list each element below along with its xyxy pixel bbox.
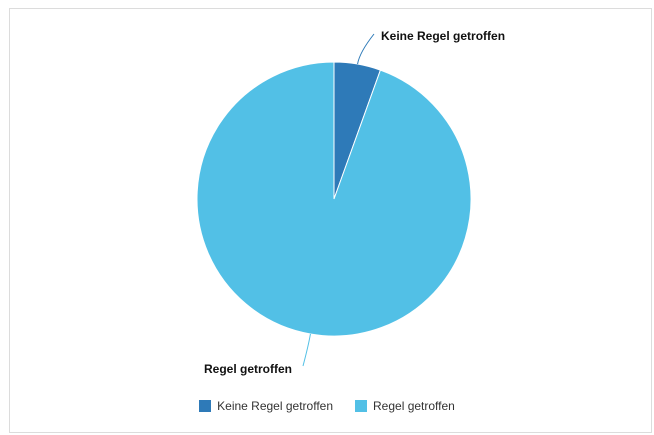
data-label-regel: Regel getroffen <box>204 362 292 376</box>
label-connectors <box>302 33 375 367</box>
connector-1 <box>302 333 311 367</box>
legend-item-keine-regel[interactable]: Keine Regel getroffen <box>199 399 333 413</box>
pie-slice-1[interactable] <box>196 61 472 337</box>
legend-item-regel[interactable]: Regel getroffen <box>355 399 455 413</box>
data-label-keine-regel: Keine Regel getroffen <box>381 29 505 43</box>
legend-label-regel: Regel getroffen <box>373 399 455 413</box>
legend-label-keine-regel: Keine Regel getroffen <box>217 399 334 413</box>
connector-0 <box>357 33 375 65</box>
pie-slices <box>196 61 472 337</box>
legend: Keine Regel getroffen Regel getroffen <box>0 399 654 413</box>
legend-swatch-keine-regel <box>199 400 212 412</box>
legend-swatch-regel <box>355 400 368 412</box>
